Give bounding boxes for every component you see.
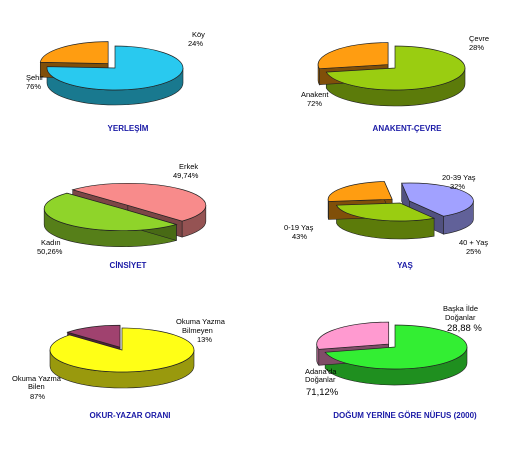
pie-slice-adana-da-do-anlar <box>324 324 468 370</box>
label-adanada-doganlar: Adana'da Doğanlar 71,12% <box>305 367 339 398</box>
pie-slice-0-19-ya <box>401 182 474 217</box>
pie-dogum-yeri <box>316 321 468 386</box>
pie-slice-okuma-yazma-bilen <box>49 327 195 373</box>
label-40-yas: 40 + Yaş 25% <box>459 238 490 256</box>
pie-slice-kad-n <box>71 182 207 222</box>
label-erkek: Erkek 49,74% <box>173 162 200 180</box>
label-kadin: Kadın 50,26% <box>37 238 63 256</box>
pie-yas <box>327 181 474 240</box>
pie-slice-k-y <box>39 41 109 64</box>
label-0-19-yas: 0-19 Yaş 43% <box>284 223 315 241</box>
pie-yerlesim <box>39 41 184 106</box>
chart-title-dogum-yeri: DOĞUM YERİNE GÖRE NÜFUS (2000) <box>333 411 477 420</box>
chart-title-cinsiyet: CİNSİYET <box>110 261 147 270</box>
pie-okur-yazar <box>49 324 195 389</box>
pie-slice-erkek <box>43 192 178 232</box>
pie-slice-ehir <box>46 45 184 91</box>
label-20-39-yas: 20-39 Yaş 32% <box>442 173 478 191</box>
label-cevre: Çevre 28% <box>469 34 491 52</box>
pie-slice-okuma-yazma-bilmeyen <box>66 324 121 348</box>
pie-slice-evre <box>317 42 389 70</box>
label-koy: Köy 24% <box>188 30 207 48</box>
chart-title-yerlesim: YERLEŞİM <box>108 124 149 133</box>
pie-slice-ba-ka-i-lde-do-anlar <box>316 321 390 350</box>
chart-title-yas: YAŞ <box>397 261 413 270</box>
label-okuma-yazma-bilen: Okuma Yazma Bilen 87% <box>12 374 63 401</box>
pie-cinsiyet <box>43 182 207 247</box>
pie-slice-anakent <box>325 45 466 91</box>
chart-title-okur-yazar: OKUR-YAZAR ORANI <box>89 411 170 420</box>
label-anakent: Anakent 72% <box>301 90 331 108</box>
label-sehir: Şehir 76% <box>26 73 46 91</box>
pie-anakent-cevre <box>317 42 466 107</box>
chart-title-anakent-cevre: ANAKENT-ÇEVRE <box>373 124 443 133</box>
label-baska-ilde-doganlar: Başka İlde Doğanlar 28,88 % <box>443 304 482 334</box>
pie-slice-40-ya <box>327 181 393 202</box>
label-okuma-yazma-bilmeyen: Okuma Yazma Bilmeyen 13% <box>176 317 227 344</box>
pie-slice-20-39-ya <box>335 202 436 222</box>
